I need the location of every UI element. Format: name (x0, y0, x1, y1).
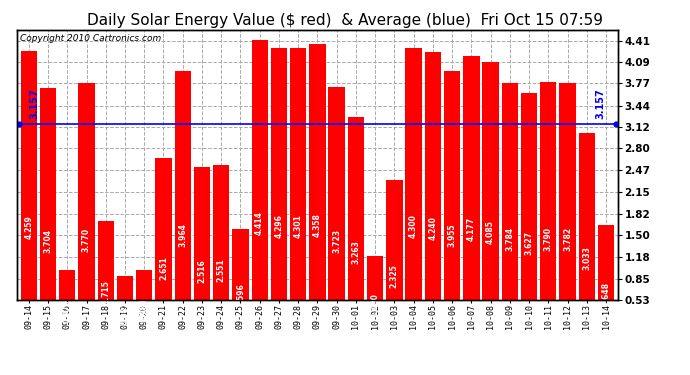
Text: 3.157: 3.157 (595, 88, 605, 119)
Text: 3.157: 3.157 (30, 88, 39, 119)
Bar (502, 82, 518, 335)
Bar (155, 158, 172, 335)
Text: Daily Solar Energy Value ($ red)  & Average (blue)  Fri Oct 15 07:59: Daily Solar Energy Value ($ red) & Avera… (87, 13, 603, 28)
Text: 3.770: 3.770 (82, 228, 91, 252)
Text: 3.263: 3.263 (351, 241, 360, 264)
Text: 2.516: 2.516 (197, 260, 206, 284)
Text: 0.984: 0.984 (140, 298, 149, 322)
Text: 3.955: 3.955 (448, 223, 457, 247)
Text: 4.301: 4.301 (294, 214, 303, 238)
Bar (136, 270, 152, 335)
Text: 4.414: 4.414 (255, 211, 264, 235)
Text: 1.648: 1.648 (602, 282, 611, 306)
Bar (540, 82, 556, 335)
Text: 2.325: 2.325 (390, 264, 399, 288)
Bar (482, 62, 499, 335)
Text: 2.651: 2.651 (159, 256, 168, 280)
Bar (348, 117, 364, 335)
Bar (117, 276, 133, 335)
Bar (463, 56, 480, 335)
Text: 4.177: 4.177 (467, 217, 476, 242)
Text: 0.882: 0.882 (121, 301, 130, 325)
Text: 3.033: 3.033 (582, 246, 591, 270)
Text: 3.964: 3.964 (178, 223, 187, 247)
Bar (328, 87, 345, 335)
Text: 4.259: 4.259 (24, 215, 33, 239)
Text: 0.979: 0.979 (63, 298, 72, 322)
Text: Copyright 2010 Cartronics.com: Copyright 2010 Cartronics.com (20, 34, 161, 43)
Text: 4.240: 4.240 (428, 216, 437, 240)
Bar (21, 51, 37, 335)
Bar (194, 167, 210, 335)
Bar (59, 270, 75, 335)
Text: 3.723: 3.723 (332, 229, 341, 253)
Text: 4.085: 4.085 (486, 220, 495, 244)
Text: 2.551: 2.551 (217, 259, 226, 282)
Text: 1.715: 1.715 (101, 280, 110, 304)
Text: 4.296: 4.296 (275, 214, 284, 238)
Bar (309, 44, 326, 335)
Bar (175, 70, 191, 335)
Text: 4.358: 4.358 (313, 213, 322, 237)
Bar (406, 48, 422, 335)
Text: 3.704: 3.704 (43, 230, 52, 254)
Bar (233, 229, 248, 335)
Bar (270, 48, 287, 335)
Text: 1.596: 1.596 (236, 283, 245, 307)
Bar (251, 40, 268, 335)
Bar (386, 180, 402, 335)
Bar (521, 93, 538, 335)
Text: 3.784: 3.784 (505, 227, 514, 251)
Bar (424, 52, 441, 335)
Bar (290, 48, 306, 335)
Bar (444, 71, 460, 335)
Bar (97, 221, 114, 335)
Bar (367, 256, 384, 335)
Bar (560, 82, 575, 335)
Bar (579, 133, 595, 335)
Text: 1.190: 1.190 (371, 293, 380, 317)
Text: 3.782: 3.782 (563, 227, 572, 251)
Bar (213, 165, 229, 335)
Text: 3.627: 3.627 (524, 231, 533, 255)
Bar (40, 88, 56, 335)
Text: 4.300: 4.300 (409, 214, 418, 238)
Bar (79, 84, 95, 335)
Text: 3.790: 3.790 (544, 227, 553, 251)
Bar (598, 225, 614, 335)
